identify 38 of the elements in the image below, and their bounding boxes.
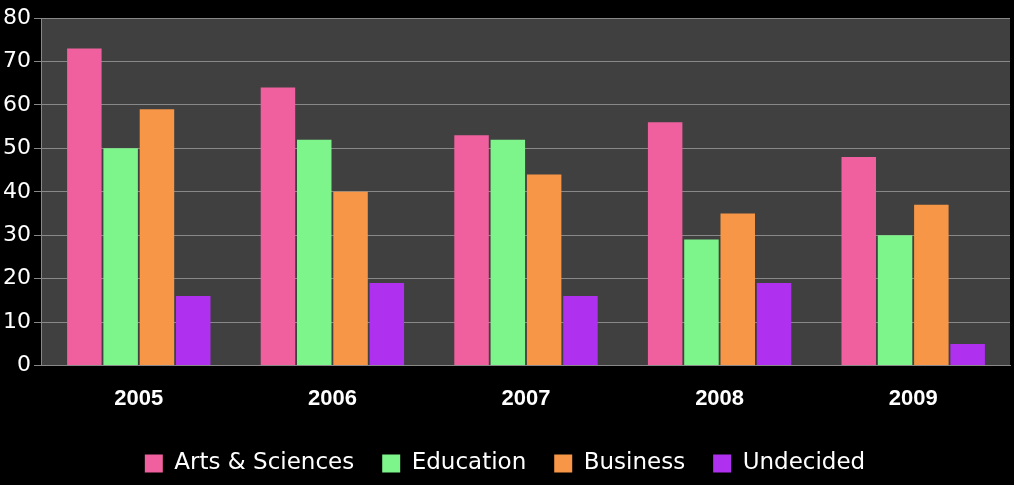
bar bbox=[720, 213, 755, 366]
bar bbox=[260, 87, 296, 366]
bar bbox=[103, 148, 138, 366]
y-tick-label: 40 bbox=[2, 177, 31, 203]
bar bbox=[563, 296, 598, 366]
legend-label: Arts & Sciences bbox=[174, 448, 355, 475]
x-tick-label: 2008 bbox=[695, 384, 745, 410]
bar bbox=[297, 139, 332, 366]
bar bbox=[647, 122, 683, 366]
y-tick-label: 20 bbox=[2, 264, 31, 290]
bar bbox=[333, 191, 368, 366]
legend-label: Undecided bbox=[742, 448, 866, 475]
bar bbox=[526, 174, 562, 366]
bar bbox=[139, 109, 175, 366]
y-tick-label: 60 bbox=[2, 90, 31, 116]
y-tick-label: 0 bbox=[16, 351, 31, 377]
bar bbox=[369, 283, 405, 366]
y-tick-label: 10 bbox=[2, 307, 31, 333]
bar bbox=[176, 296, 211, 366]
bar bbox=[841, 157, 876, 366]
bar bbox=[877, 235, 913, 366]
bar bbox=[454, 135, 489, 366]
x-tick-label: 2005 bbox=[114, 384, 164, 410]
y-tick-label: 30 bbox=[2, 220, 31, 246]
x-tick-label: 2006 bbox=[307, 384, 357, 410]
bar bbox=[950, 343, 985, 366]
bar bbox=[67, 48, 102, 366]
bar bbox=[490, 139, 526, 366]
legend-label: Business bbox=[583, 448, 686, 475]
y-tick-label: 50 bbox=[2, 134, 31, 160]
legend-label: Education bbox=[411, 448, 527, 475]
bar bbox=[684, 239, 719, 366]
y-tick-label: 70 bbox=[2, 47, 31, 73]
bar bbox=[914, 204, 949, 366]
x-tick-label: 2009 bbox=[888, 384, 938, 410]
y-tick-label: 80 bbox=[2, 3, 31, 29]
bar bbox=[756, 283, 792, 366]
x-tick-label: 2007 bbox=[501, 384, 551, 410]
